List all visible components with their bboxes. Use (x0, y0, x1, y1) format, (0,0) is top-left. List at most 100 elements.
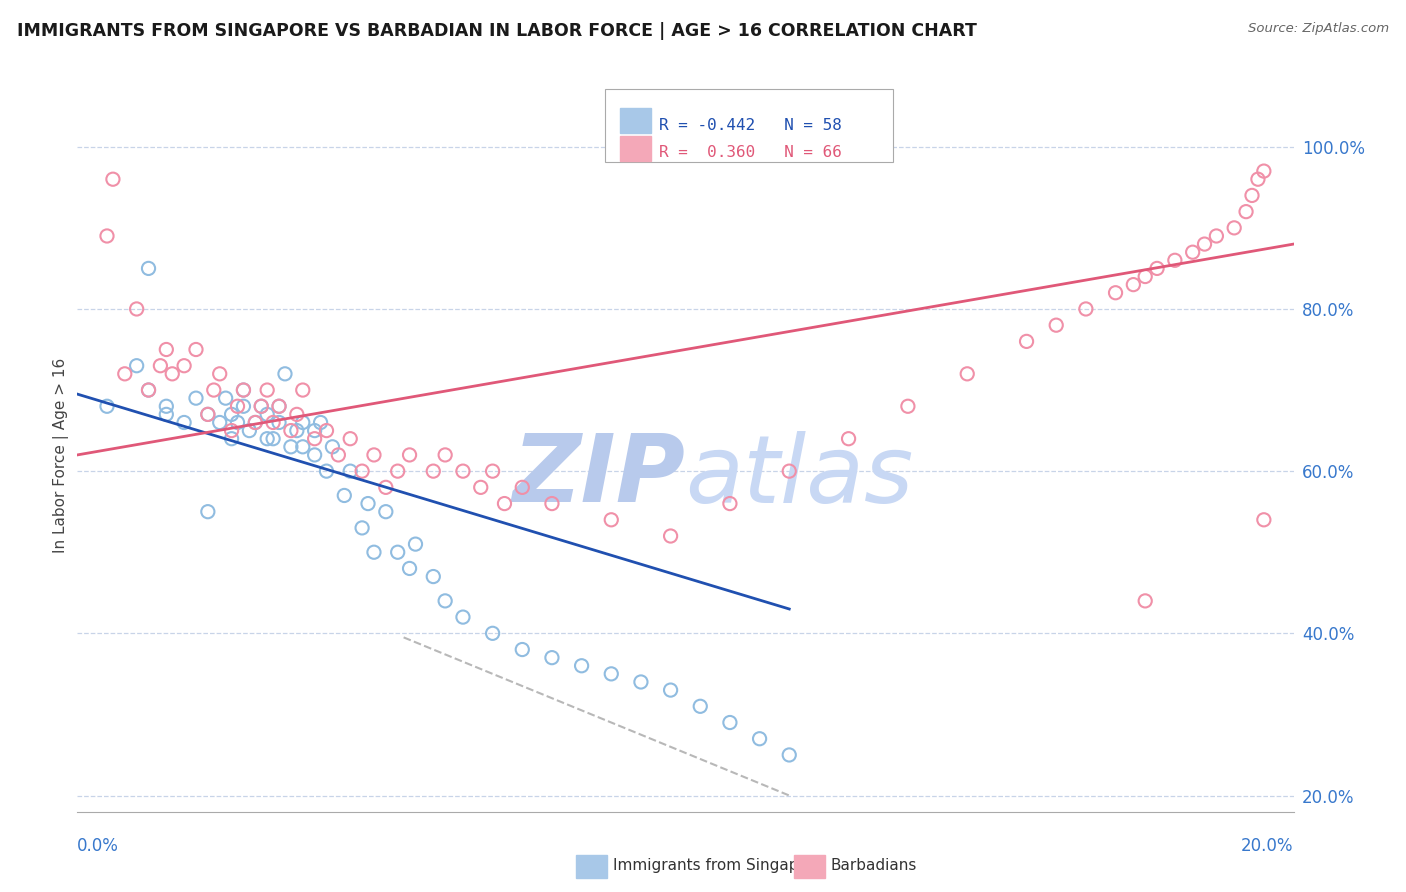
Point (1135, 594, 1157, 608)
Text: Barbadians: Barbadians (831, 858, 917, 872)
Point (280, 424, 302, 438)
Text: Immigrants from Singapore: Immigrants from Singapore (613, 858, 824, 872)
Point (155, 399, 177, 413)
Point (291, 416, 314, 430)
Point (374, 480, 396, 494)
Point (541, 497, 564, 511)
Point (422, 569, 444, 583)
Text: ZIP: ZIP (513, 430, 686, 523)
Point (363, 448, 385, 462)
Point (304, 424, 326, 438)
Point (125, 359, 148, 373)
Text: atlas: atlas (686, 431, 914, 522)
Point (1205, 229, 1227, 244)
Point (333, 488, 356, 502)
Point (1045, 318, 1067, 333)
Point (262, 416, 284, 430)
Point (232, 399, 254, 413)
Point (541, 650, 564, 665)
Point (352, 464, 374, 478)
Point (1015, 334, 1038, 349)
Point (138, 383, 160, 397)
Point (226, 416, 249, 430)
Point (291, 383, 314, 397)
Point (1194, 237, 1216, 252)
Point (96, 229, 118, 244)
Text: IMMIGRANTS FROM SINGAPORE VS BARBADIAN IN LABOR FORCE | AGE > 16 CORRELATION CHA: IMMIGRANTS FROM SINGAPORE VS BARBADIAN I… (17, 22, 977, 40)
Point (398, 561, 420, 575)
Point (357, 497, 380, 511)
Point (352, 521, 374, 535)
Point (304, 448, 326, 462)
Point (510, 642, 533, 657)
Point (208, 367, 231, 381)
Text: 20.0%: 20.0% (1241, 837, 1294, 855)
Point (718, 497, 741, 511)
Point (838, 432, 860, 446)
Point (197, 505, 219, 519)
Point (138, 261, 160, 276)
Point (363, 545, 385, 559)
Text: 0.0%: 0.0% (77, 837, 120, 855)
Point (600, 666, 623, 681)
Point (1181, 245, 1204, 260)
Text: R = -0.442   N = 58: R = -0.442 N = 58 (659, 118, 842, 133)
Point (267, 416, 290, 430)
Point (1122, 277, 1144, 292)
Point (1247, 172, 1270, 186)
Point (245, 416, 267, 430)
Point (328, 448, 350, 462)
Point (1146, 261, 1168, 276)
Point (339, 432, 361, 446)
Point (1240, 188, 1263, 202)
Point (208, 416, 231, 430)
Point (1253, 513, 1275, 527)
Point (748, 731, 770, 746)
Point (138, 383, 160, 397)
Text: Source: ZipAtlas.com: Source: ZipAtlas.com (1249, 22, 1389, 36)
Point (304, 432, 326, 446)
Point (173, 359, 195, 373)
Point (232, 383, 254, 397)
Point (291, 440, 314, 454)
Point (149, 359, 172, 373)
Point (96, 399, 118, 413)
Text: R =  0.360   N = 66: R = 0.360 N = 66 (659, 145, 842, 160)
Point (267, 399, 290, 413)
Point (630, 675, 652, 690)
Point (510, 480, 533, 494)
Point (184, 343, 207, 357)
Point (221, 432, 243, 446)
Point (114, 367, 136, 381)
Point (689, 699, 711, 714)
Point (197, 408, 219, 422)
Point (280, 440, 302, 454)
Point (321, 440, 343, 454)
Point (387, 464, 409, 478)
Point (221, 424, 243, 438)
Point (571, 658, 593, 673)
Point (267, 399, 290, 413)
Point (494, 497, 516, 511)
Point (1074, 301, 1097, 316)
Point (422, 464, 444, 478)
Point (434, 448, 457, 462)
Point (659, 683, 682, 698)
Point (256, 432, 278, 446)
Point (214, 391, 236, 405)
Point (202, 383, 225, 397)
Point (250, 399, 273, 413)
Point (405, 537, 427, 551)
Point (434, 594, 457, 608)
Point (470, 480, 492, 494)
Point (184, 391, 207, 405)
Point (250, 399, 273, 413)
Point (155, 343, 177, 357)
Point (262, 432, 284, 446)
Point (451, 610, 474, 624)
Point (238, 424, 260, 438)
Point (101, 172, 124, 186)
Point (387, 545, 409, 559)
Point (1223, 220, 1246, 235)
Point (778, 464, 800, 478)
